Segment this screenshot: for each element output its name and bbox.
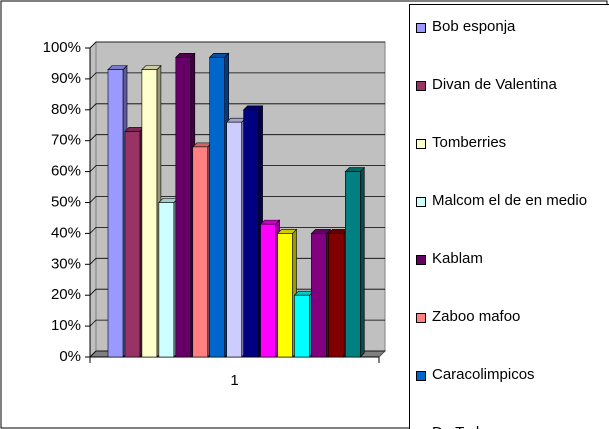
bar-group <box>259 219 281 358</box>
bar <box>344 171 361 358</box>
y-tick-label: 70% <box>51 132 81 149</box>
legend-swatch <box>416 139 426 149</box>
y-tick-label: 40% <box>51 224 81 241</box>
bar-group <box>208 52 230 358</box>
legend-swatch <box>416 255 426 265</box>
grid-line <box>89 226 385 234</box>
legend-item: Zaboo mafoo <box>416 307 609 327</box>
y-tick-label: 90% <box>51 70 81 87</box>
bar <box>294 294 310 358</box>
grid-line <box>89 72 385 80</box>
bar-group <box>293 290 315 358</box>
legend-item: Caracolimpicos <box>416 365 609 385</box>
grid-line <box>89 165 385 172</box>
bar <box>328 233 344 358</box>
bar-group <box>141 64 162 358</box>
y-tick-label: 100% <box>43 39 81 56</box>
bar-group <box>327 228 349 358</box>
bar-group <box>242 105 264 358</box>
legend-label: Kablam <box>432 250 483 267</box>
bar-group <box>344 166 366 358</box>
legend-swatch <box>416 371 426 381</box>
bar-group <box>310 228 332 358</box>
legend-label: Malcom el de en medio <box>432 192 588 209</box>
legend-item: De Todo <box>416 423 609 429</box>
grid-line <box>89 103 385 111</box>
bar <box>209 56 225 358</box>
legend-label: De Todo <box>432 424 488 429</box>
y-tick-label: 30% <box>51 255 81 272</box>
bar-group <box>175 52 196 358</box>
y-tick-label: 80% <box>51 101 81 118</box>
bar <box>124 131 141 358</box>
bar-group <box>225 117 247 358</box>
bar <box>141 69 158 358</box>
bar <box>192 146 209 358</box>
grid-line <box>89 41 385 49</box>
y-tick-label: 60% <box>51 163 81 180</box>
legend-item: Divan de Valentina <box>416 75 609 95</box>
y-tick-label: 50% <box>51 193 81 210</box>
legend-label: Bob esponja <box>432 18 516 35</box>
bar-group <box>276 228 298 358</box>
legend-item: Kablam <box>416 249 609 269</box>
bar <box>226 121 242 358</box>
legend-swatch <box>416 81 426 91</box>
bar <box>107 69 124 358</box>
legend-label: Tomberries <box>432 134 507 151</box>
legend-swatch <box>416 23 426 33</box>
bar-group <box>107 64 128 358</box>
legend-item: Tomberries <box>416 133 609 153</box>
bar <box>277 233 293 358</box>
bar-group <box>124 126 145 358</box>
legend-label: Divan de Valentina <box>432 76 557 93</box>
grid-line <box>89 196 385 203</box>
y-tick-label: 20% <box>51 286 81 303</box>
grid-line <box>89 134 385 141</box>
legend-item: Bob esponja <box>416 17 609 37</box>
bar <box>243 109 259 358</box>
bar <box>158 202 175 358</box>
bar <box>175 56 192 358</box>
x-tick-label: 1 <box>230 372 238 389</box>
bar-group <box>158 197 179 358</box>
y-tick-label: 10% <box>51 317 81 334</box>
legend-swatch <box>416 313 426 323</box>
legend-swatch <box>416 197 426 207</box>
legend: Bob esponja Divan de Valentina Tomberries M… <box>409 4 609 429</box>
bar <box>311 233 327 358</box>
bar-side <box>359 166 365 358</box>
legend-item: Malcom el de en medio <box>416 191 609 211</box>
legend-label: Zaboo mafoo <box>432 308 521 325</box>
bar <box>260 223 276 358</box>
bar-group <box>192 142 213 358</box>
legend-label: Caracolimpicos <box>432 366 535 383</box>
y-tick-label: 0% <box>59 348 81 365</box>
